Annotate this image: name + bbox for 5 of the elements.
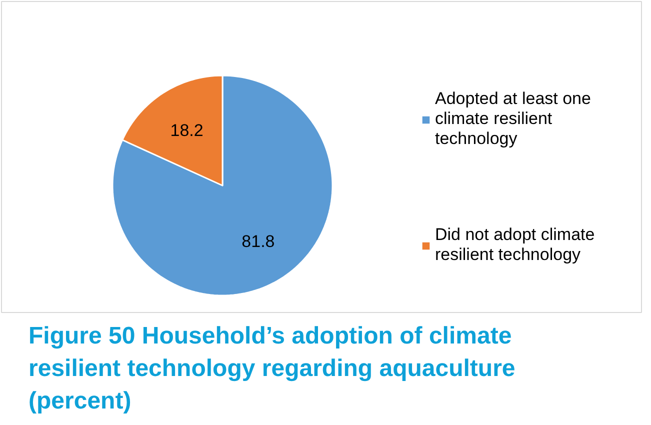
text: Figure 50 Household’s adoption of climate resilient technology regarding aquaculture (percent) bbox=[28, 322, 516, 414]
legend-label: Did not adopt climate resilient technology bbox=[435, 225, 595, 265]
legend-label: Adopted at least one climate resilient technology bbox=[435, 89, 591, 149]
data-label: 18.2 bbox=[170, 121, 204, 140]
data-label: 81.8 bbox=[242, 232, 275, 251]
